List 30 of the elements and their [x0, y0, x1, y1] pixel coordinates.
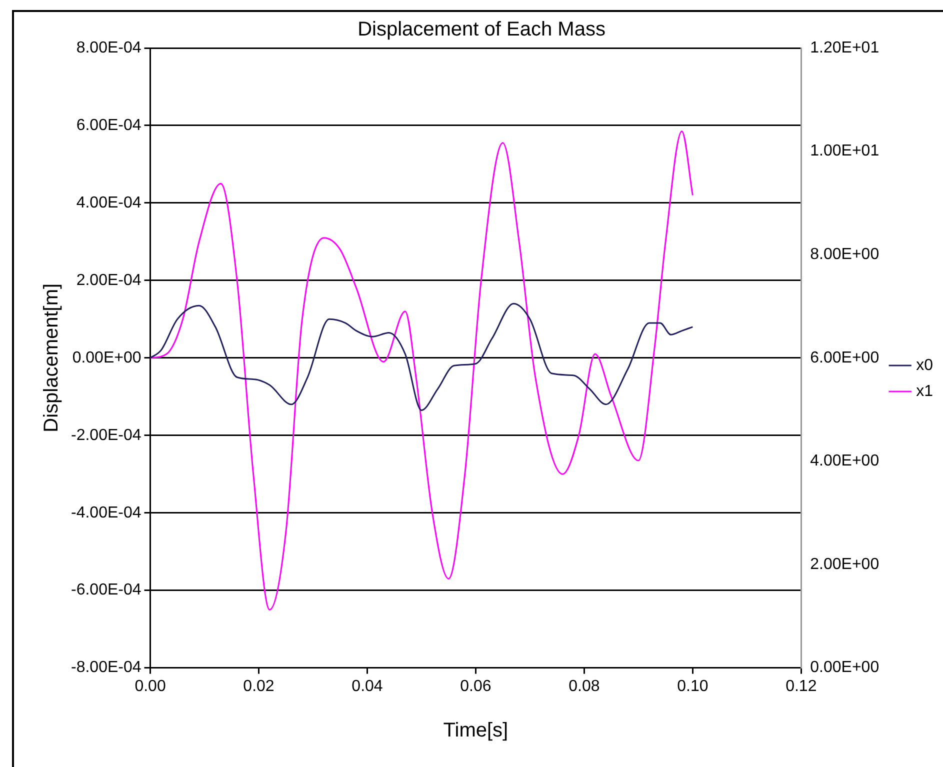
chart-title: Displacement of Each Mass: [358, 18, 606, 41]
x-tick-label: 0.08: [568, 678, 600, 695]
y-tick-label: -4.00E-04: [71, 504, 142, 522]
y-tick-label: 0.00E+00: [72, 349, 142, 366]
x-axis-title: Time[s]: [443, 720, 508, 742]
y2-tick-label: 2.00E+00: [810, 556, 880, 573]
y-tick-label: 4.00E-04: [76, 194, 142, 212]
y2-tick-label: 0.00E+00: [810, 659, 880, 676]
y-axis-title: Displacement[m]: [40, 283, 63, 432]
x-tick-label: 0.04: [352, 678, 383, 695]
x-tick-label: 0.00: [134, 678, 166, 695]
y-tick-label: 8.00E-04: [76, 39, 142, 56]
y-tick-label: 2.00E-04: [76, 272, 142, 289]
y2-tick-label: 6.00E+00: [810, 349, 880, 366]
x-tick-label: 0.12: [786, 678, 817, 695]
x-tick-label: 0.10: [677, 678, 708, 695]
x-tick-label: 0.02: [243, 678, 274, 695]
y2-tick-label: 4.00E+00: [810, 452, 880, 470]
y2-tick-label: 8.00E+00: [810, 246, 880, 264]
y-tick-label: -2.00E-04: [71, 426, 142, 444]
legend-label: x0: [916, 356, 934, 374]
y2-tick-label: 1.20E+01: [810, 39, 880, 56]
y-tick-label: -8.00E-04: [71, 659, 142, 676]
legend-label: x1: [916, 382, 934, 400]
y-tick-label: -6.00E-04: [71, 582, 142, 599]
x-tick-label: 0.06: [460, 678, 492, 695]
y-tick-label: 6.00E-04: [76, 116, 142, 134]
line-series: [150, 130, 694, 610]
y2-tick-label: 1.00E+01: [810, 142, 880, 160]
line-series: [150, 302, 694, 411]
